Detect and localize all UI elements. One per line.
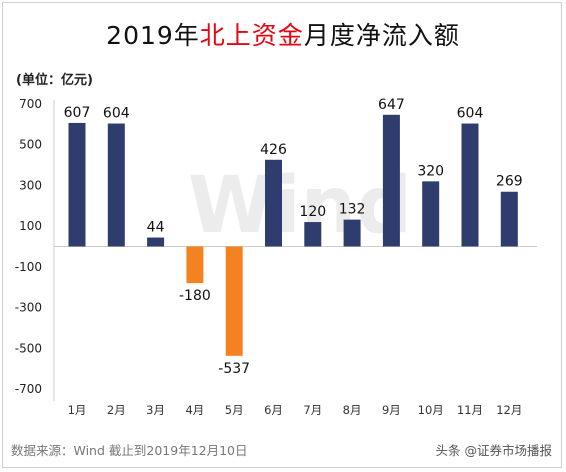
- data-label: 604: [457, 106, 484, 122]
- unit-label: (单位：亿元): [16, 73, 93, 88]
- x-tick-label: 12月: [496, 403, 522, 417]
- wind-watermark: Wind: [188, 161, 412, 251]
- y-tick-label: 700: [19, 97, 42, 111]
- y-tick-label: 100: [19, 219, 42, 233]
- bar-3: [147, 237, 165, 247]
- x-tick-label: 4月: [185, 403, 204, 417]
- bar-11: [461, 123, 479, 247]
- x-tick-label: 5月: [225, 403, 244, 417]
- y-tick-label: -300: [15, 301, 42, 315]
- title-rest: 月度净流入额: [303, 21, 460, 50]
- bar-8: [343, 219, 361, 247]
- platform-badge: 头条 @证券市场播报: [435, 443, 552, 458]
- bar-6: [265, 159, 282, 247]
- bar-2: [107, 123, 125, 247]
- x-tick-label: 7月: [303, 403, 322, 417]
- x-tick-label: 3月: [146, 403, 165, 417]
- x-tick-label: 1月: [68, 403, 87, 417]
- x-tick-label: 2月: [107, 403, 126, 417]
- y-tick-label: 300: [19, 178, 42, 192]
- title-year: 2019年: [106, 21, 200, 50]
- x-tick-label: 11月: [457, 403, 483, 417]
- data-label: 647: [378, 97, 405, 113]
- data-label: 320: [417, 163, 444, 179]
- title-highlight: 北上资金: [199, 21, 304, 50]
- source-note: 数据来源：Wind 截止到2019年12月10日: [11, 443, 248, 458]
- data-label: -180: [179, 288, 211, 304]
- x-tick-label: 8月: [343, 403, 362, 417]
- data-label: 120: [299, 204, 326, 220]
- data-label: 607: [64, 105, 91, 121]
- data-label: 604: [103, 106, 130, 122]
- data-label: 132: [339, 202, 366, 218]
- data-label: 426: [260, 142, 287, 158]
- x-tick-label: 6月: [264, 403, 283, 417]
- x-tick-label: 9月: [382, 403, 401, 417]
- x-tick-label: 10月: [418, 403, 444, 417]
- bar-5: [225, 246, 243, 356]
- data-label: 269: [496, 174, 523, 190]
- data-label: 44: [147, 220, 165, 236]
- y-tick-label: -700: [15, 382, 42, 396]
- y-tick-label: -100: [15, 260, 42, 274]
- bar-10: [422, 181, 440, 247]
- y-tick-label: -500: [15, 341, 42, 355]
- bar-9: [382, 114, 400, 247]
- data-label: -537: [218, 361, 250, 377]
- bar-4: [186, 246, 204, 284]
- bar-7: [304, 222, 322, 247]
- bar-1: [68, 122, 86, 247]
- y-tick-label: 500: [19, 138, 42, 152]
- bar-12: [500, 191, 518, 247]
- chart-title: 2019年北上资金月度净流入额: [0, 16, 566, 52]
